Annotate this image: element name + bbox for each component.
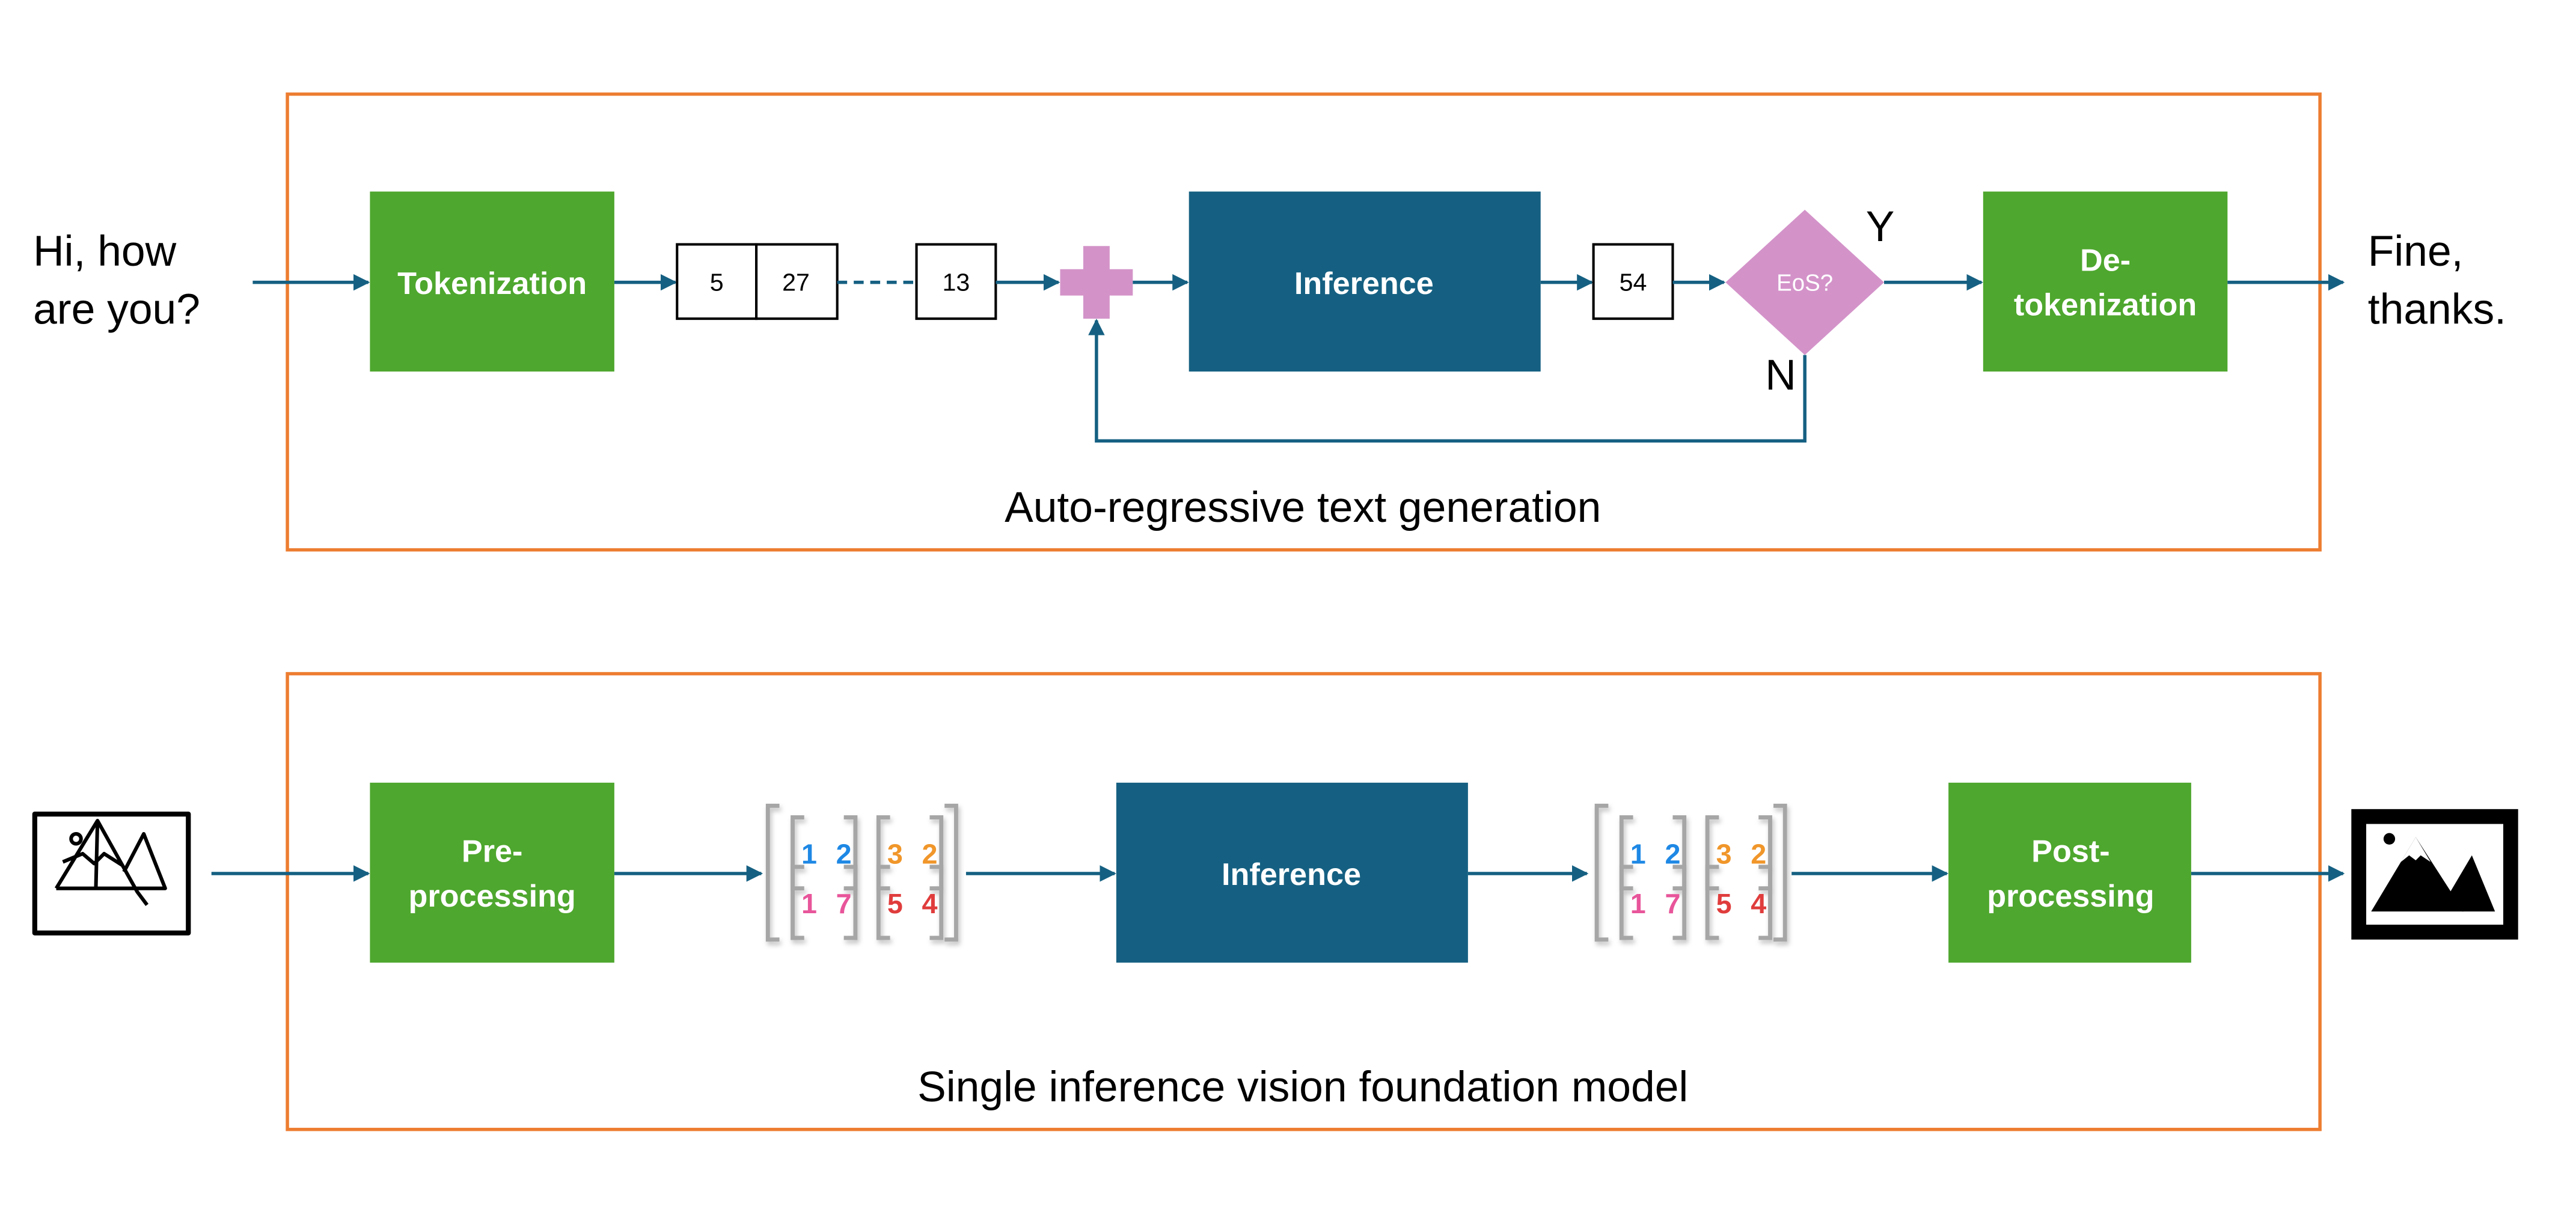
panel-frame — [286, 672, 2322, 1131]
yes-label: Y — [1866, 203, 1895, 251]
image-outline-icon — [32, 811, 191, 935]
inference-label: Inference — [1222, 857, 1361, 892]
outer-bracket — [765, 803, 780, 942]
matrix-value: 1 — [801, 838, 817, 869]
detokenization-box — [1983, 191, 2228, 372]
no-label: N — [1765, 351, 1796, 399]
next-token-box — [1592, 243, 1674, 320]
matrix-value: 5 — [887, 888, 903, 919]
inference-box — [1116, 782, 1468, 963]
inner-bracket — [1705, 815, 1719, 891]
detokenization-label-2: tokenization — [2014, 288, 2197, 323]
inner-bracket — [1758, 815, 1772, 891]
matrix-value: 3 — [887, 838, 903, 869]
inner-bracket — [843, 865, 858, 940]
matrix-value: 5 — [1716, 888, 1732, 919]
inner-bracket — [1619, 815, 1633, 891]
tensor-matrix: 1 2 3 21 7 5 4 — [1594, 803, 1787, 942]
inner-bracket — [929, 815, 944, 891]
output-text-line-1: Fine, — [2368, 227, 2464, 275]
inference-label: Inference — [1294, 266, 1434, 301]
tensor-matrix: 1 2 3 21 7 5 4 — [765, 803, 958, 942]
inner-bracket — [1672, 815, 1687, 891]
detokenization-label-1: De- — [2080, 243, 2131, 278]
matrix-value: 2 — [922, 838, 938, 869]
inner-bracket — [791, 865, 804, 940]
inference-box — [1189, 191, 1541, 372]
inner-bracket — [843, 815, 858, 891]
matrix-value: 4 — [1751, 888, 1766, 919]
inner-bracket — [876, 815, 890, 891]
token-box — [755, 243, 839, 320]
tokenization-label: Tokenization — [397, 266, 587, 301]
inner-bracket — [1619, 865, 1633, 940]
eos-decision-diamond — [1725, 209, 1885, 355]
preprocessing-box — [370, 782, 614, 963]
matrix-value: 7 — [1665, 888, 1680, 919]
vision-panel: Pre- processing 1 2 3 21 7 5 4 Inference 1 2 3 21… — [32, 672, 2518, 1131]
preprocessing-label-2: processing — [408, 879, 575, 914]
panel-caption: Single inference vision foundation model — [917, 1063, 1688, 1111]
token-value: 5 — [710, 268, 724, 296]
feedback-loop-arrow — [1088, 319, 1807, 443]
next-token-value: 54 — [1620, 268, 1647, 296]
matrix-value: 1 — [1630, 838, 1646, 869]
outer-bracket — [1594, 803, 1609, 942]
tokenization-box — [370, 191, 614, 372]
inner-bracket — [876, 865, 890, 940]
inner-bracket — [1758, 865, 1772, 940]
matrix-value: 7 — [836, 888, 852, 919]
token-value: 27 — [782, 268, 810, 296]
matrix-value: 1 — [801, 888, 817, 919]
token-box — [915, 243, 997, 320]
input-text-line-1: Hi, how — [33, 227, 177, 275]
postprocessing-label-2: processing — [1987, 879, 2154, 914]
inner-bracket — [929, 865, 944, 940]
postprocessing-box — [1948, 782, 2191, 963]
autoregressive-panel: Hi, how are you? Tokenization 5 27 13 In… — [33, 92, 2506, 552]
matrix-value: 3 — [1716, 838, 1732, 869]
matrix-value: 2 — [1751, 838, 1766, 869]
matrix-value: 1 — [1630, 888, 1646, 919]
panel-frame — [286, 92, 2322, 552]
inner-bracket — [1705, 865, 1719, 940]
matrix-value: 2 — [836, 838, 852, 869]
input-text-line-2: are you? — [33, 285, 200, 333]
image-filled-icon — [2351, 809, 2518, 940]
plus-icon — [1060, 246, 1133, 319]
eos-label: EoS? — [1776, 270, 1833, 296]
matrix-value: 2 — [1665, 838, 1680, 869]
outer-bracket — [1773, 803, 1787, 942]
inner-bracket — [1672, 865, 1687, 940]
inner-bracket — [791, 815, 804, 891]
panel-caption: Auto-regressive text generation — [1005, 483, 1601, 531]
output-text-line-2: thanks. — [2368, 285, 2506, 333]
outer-bracket — [944, 803, 958, 942]
token-value: 13 — [943, 268, 970, 296]
postprocessing-label-1: Post- — [2031, 834, 2109, 869]
preprocessing-label-1: Pre- — [462, 834, 523, 869]
matrix-value: 4 — [922, 888, 938, 919]
